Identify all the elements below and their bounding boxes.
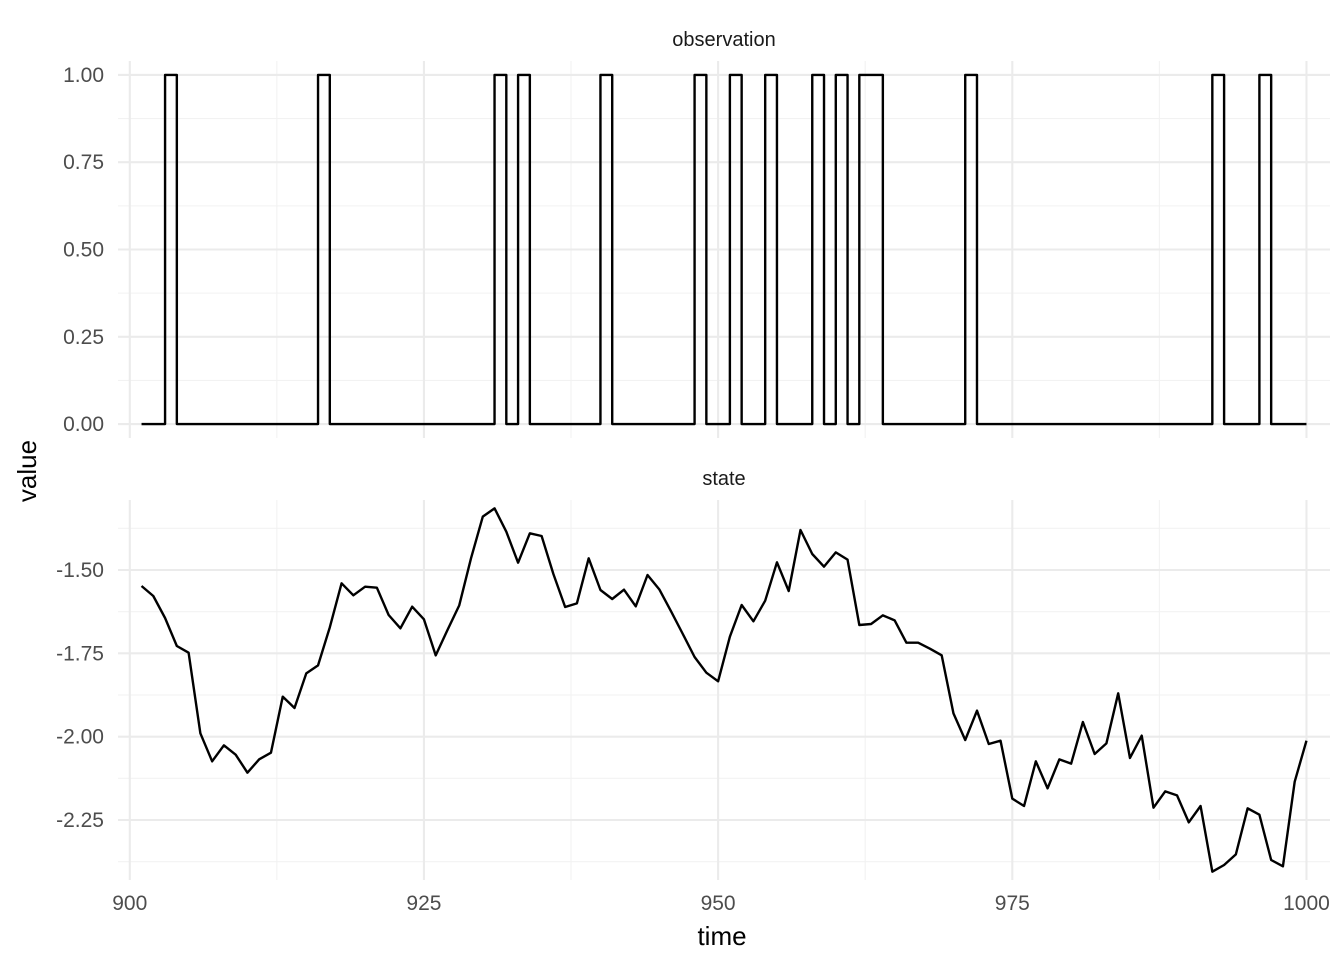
panel-observation: observation 0.00 0.25 0.50 0.75 1.00 <box>63 29 1330 438</box>
x-tick-label: 975 <box>995 892 1030 915</box>
panel-title-observation: observation <box>672 29 775 51</box>
state-grid <box>118 500 1330 880</box>
x-tick-label: 925 <box>406 892 441 915</box>
observation-series-line <box>141 73 1307 426</box>
y-axis-title: value <box>12 440 42 502</box>
x-tick-label: 900 <box>112 892 147 915</box>
y-tick-label: 0.50 <box>63 239 104 262</box>
x-axis: 900 925 950 975 1000 <box>112 892 1330 915</box>
state-series-line <box>140 507 1308 873</box>
observation-grid <box>118 61 1330 438</box>
y-tick-label: 1.00 <box>63 64 104 87</box>
x-tick-label: 950 <box>701 892 736 915</box>
panel-state: state -1.50 -1.75 -2.00 -2.25 <box>56 468 1330 880</box>
y-tick-label: -1.75 <box>56 642 104 665</box>
observation-y-axis: 0.00 0.25 0.50 0.75 1.00 <box>63 64 104 436</box>
y-tick-label: -2.00 <box>56 726 104 749</box>
y-tick-label: 0.75 <box>63 151 104 174</box>
y-tick-label: -2.25 <box>56 809 104 832</box>
panel-title-state: state <box>702 468 745 490</box>
y-tick-label: 0.00 <box>63 413 104 436</box>
x-axis-title: time <box>697 921 746 951</box>
x-tick-label: 1000 <box>1283 892 1330 915</box>
y-tick-label: 0.25 <box>63 326 104 349</box>
state-y-axis: -1.50 -1.75 -2.00 -2.25 <box>56 559 104 832</box>
y-tick-label: -1.50 <box>56 559 104 582</box>
